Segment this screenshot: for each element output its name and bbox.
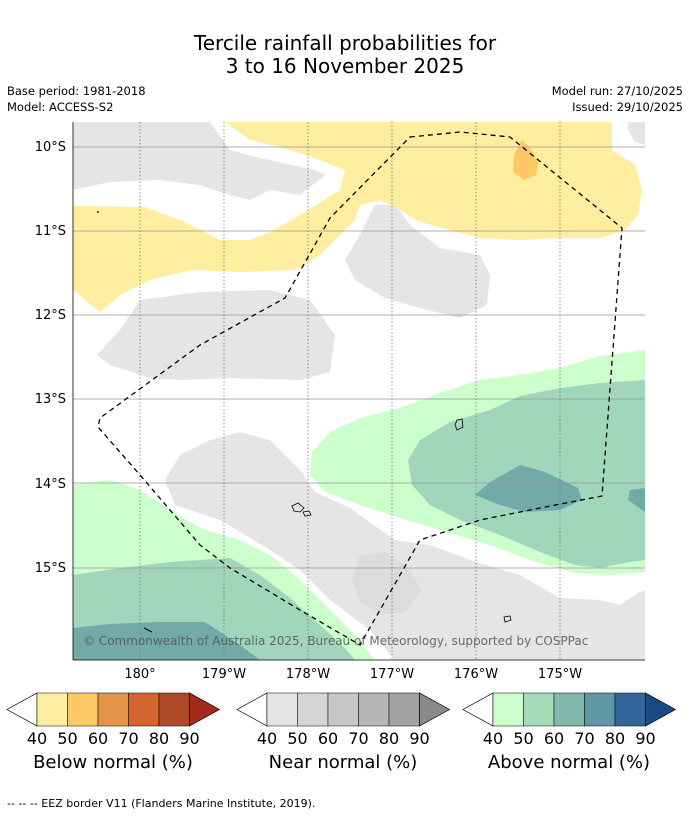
lat-label: 12°S: [35, 308, 66, 323]
lon-label: 177°W: [370, 667, 414, 682]
lat-labels: 10°S 11°S 12°S 13°S 14°S 15°S: [35, 140, 66, 576]
near-legend-swatch: [327, 692, 359, 727]
meridians: [139, 122, 561, 660]
below-legend-swatch: [67, 692, 99, 727]
eez-footnote: -- -- -- EEZ border V11 (Flanders Marine…: [7, 797, 316, 810]
above-legend-tick: 80: [605, 729, 625, 748]
copyright-notice: © Commonwealth of Australia 2025, Bureau…: [83, 634, 588, 648]
below-legend-tick: 40: [27, 729, 47, 748]
lat-label: 10°S: [35, 140, 66, 155]
below-legend-swatch: [158, 692, 190, 727]
legend-bars: 40 50 60 70 80 90 40 50 60 70 80 90 40 50 60 70 80 90: [6, 692, 677, 748]
near-legend-tick: 40: [257, 729, 277, 748]
island-swains: [454, 418, 464, 431]
lon-label: 180°: [124, 667, 155, 682]
legend-above-normal: 40 50 60 70 80 90: [462, 692, 677, 748]
above-legend-tick: 70: [574, 729, 594, 748]
issued-date: Issued: 29/10/2025: [572, 100, 683, 114]
below-legend-tick: 70: [118, 729, 138, 748]
above-legend-swatch: [584, 692, 616, 727]
lat-label: 14°S: [35, 477, 66, 492]
near-legend-high-arrow: [419, 692, 451, 727]
island-west-mark: [143, 627, 153, 633]
above-normal-60-edge: [628, 488, 645, 512]
above-legend-swatch: [553, 692, 585, 727]
near-legend-swatch: [297, 692, 329, 727]
near-legend-swatch: [388, 692, 420, 727]
model-run: Model run: 27/10/2025: [551, 84, 683, 98]
lon-label: 176°W: [454, 667, 498, 682]
island-upolu: [302, 510, 312, 517]
eez-border: [97, 131, 623, 646]
near-legend-swatch: [358, 692, 390, 727]
above-legend-low-arrow: [462, 692, 494, 727]
near-normal-region-nw: [73, 122, 325, 200]
below-legend-tick: 80: [149, 729, 169, 748]
near-legend-tick: 80: [379, 729, 399, 748]
above-legend-tick: 90: [635, 729, 655, 748]
below-legend-low-arrow: [6, 692, 38, 727]
below-legend-tick: 90: [179, 729, 199, 748]
base-period: Base period: 1981-2018: [7, 84, 146, 98]
near-legend-swatch: [266, 692, 298, 727]
lon-label: 179°W: [202, 667, 246, 682]
near-legend-low-arrow: [236, 692, 268, 727]
near-legend-tick: 60: [318, 729, 338, 748]
above-legend-high-arrow: [645, 692, 677, 727]
near-legend-tick: 90: [409, 729, 429, 748]
lat-label: 15°S: [35, 561, 66, 576]
lon-label: 178°W: [286, 667, 330, 682]
above-legend-tick: 50: [513, 729, 533, 748]
above-normal-60-blob: [475, 465, 582, 512]
probability-map: 10°S 11°S 12°S 13°S 14°S 15°S 180° 179°W…: [35, 122, 645, 682]
below-legend-high-arrow: [189, 692, 221, 727]
near-legend-tick: 70: [348, 729, 368, 748]
lat-label: 13°S: [35, 392, 66, 407]
title-line-1: Tercile rainfall probabilities for: [193, 31, 497, 55]
gridlines: [73, 146, 645, 569]
near-normal-region-ne: [345, 205, 490, 318]
above-legend-tick: 40: [483, 729, 503, 748]
below-legend-swatch: [97, 692, 129, 727]
island-dot: [97, 211, 99, 213]
near-normal-region-central: [97, 290, 335, 380]
legend-near-normal: 40 50 60 70 80 90: [236, 692, 451, 748]
below-normal-region-north: [73, 122, 642, 312]
above-legend-swatch: [492, 692, 524, 727]
model-name: Model: ACCESS-S2: [7, 100, 114, 114]
lon-labels: 180° 179°W 178°W 177°W 176°W 175°W: [124, 667, 582, 682]
legend-near-label: Near normal (%): [268, 752, 418, 773]
island-savaii: [291, 502, 305, 513]
below-normal-50-blob: [513, 140, 538, 180]
above-legend-swatch: [523, 692, 555, 727]
title-line-2: 3 to 16 November 2025: [225, 54, 465, 78]
legend-below-label: Below normal (%): [33, 752, 193, 773]
legend-above-label: Above normal (%): [487, 752, 651, 773]
legend-below-normal: 40 50 60 70 80 90: [6, 692, 221, 748]
below-legend-swatch: [36, 692, 68, 727]
above-legend-swatch: [614, 692, 646, 727]
below-legend-swatch: [128, 692, 160, 727]
near-normal-region-south: [165, 432, 645, 660]
island-east: [503, 615, 512, 623]
lon-label: 175°W: [538, 667, 582, 682]
above-normal-60-sw: [73, 622, 260, 660]
below-legend-tick: 60: [88, 729, 108, 748]
near-legend-tick: 50: [287, 729, 307, 748]
near-normal-region-corner: [628, 122, 645, 145]
below-legend-tick: 50: [57, 729, 77, 748]
lat-label: 11°S: [35, 224, 66, 239]
above-legend-tick: 60: [544, 729, 564, 748]
